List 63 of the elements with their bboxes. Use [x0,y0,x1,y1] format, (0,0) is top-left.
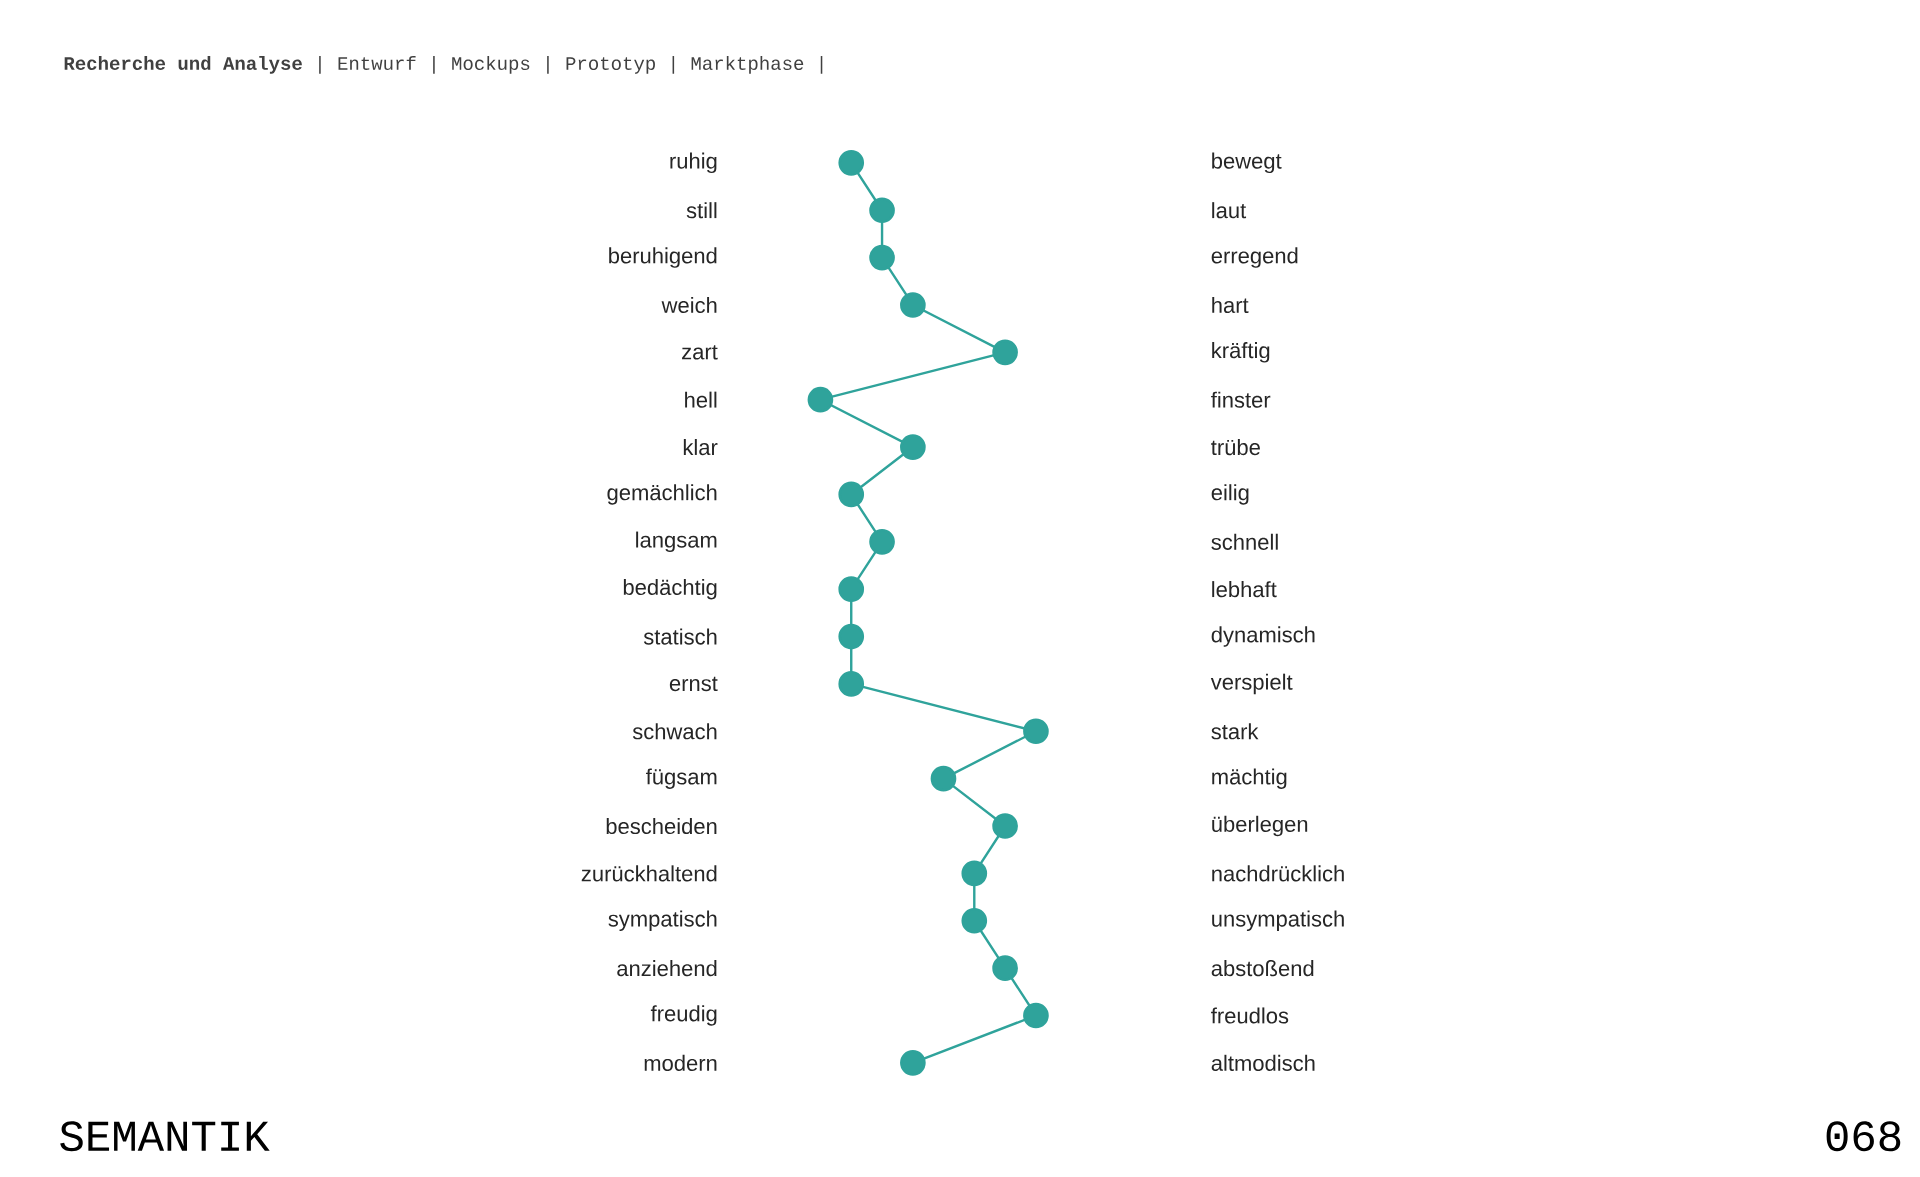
text: 068 [1826,1121,1901,1152]
point [992,813,1018,839]
y2-tick-label: nachdrücklich [1212,865,1344,882]
point [838,671,865,697]
point [838,576,865,603]
y2-tick-label: verspielt [1210,673,1293,695]
point [869,244,895,271]
y2-tick-label: kräftig [1212,342,1270,363]
point [1023,1002,1049,1029]
y2-tick-label: bewegt [1212,152,1282,174]
point [1023,718,1049,745]
y2-tick-label: finster [1211,391,1271,408]
y-tick-label: beruhigend [609,247,717,268]
y2-tick-label: altmodisch [1211,1054,1315,1072]
y-tick-label: bescheiden [606,818,717,835]
y-tick-label: hell [685,391,717,408]
y-tick-label: still [686,202,717,219]
y-tick-label: zurückhaltend [581,865,717,882]
y-tick-label: zart [682,345,718,360]
y-tick-label: bedächtig [623,579,717,600]
point [961,908,988,934]
point [869,197,895,224]
point [900,292,926,318]
y2-tick-label: überlegen [1212,815,1308,837]
y2-tick-label: eilig [1211,484,1249,505]
point [900,1050,926,1076]
y2-tick-label: dynamisch [1211,626,1315,647]
point [992,339,1018,366]
y2-tick-label: mächtig [1212,768,1287,790]
text: Recherche und Analyse | Entwurf | Mockups | Prototyp | Marktphase | [64,56,823,74]
point [807,387,834,413]
y-tick-label: freudig [650,1005,717,1026]
y2-tick-label: erregend [1211,247,1298,268]
y-tick-label: anziehend [617,960,717,977]
y-tick-label: statisch [643,628,717,645]
y-tick-label: ernst [669,676,718,692]
y2-tick-label: freudlos [1211,1007,1289,1024]
y-tick-label: sympatisch [608,910,717,932]
y-tick-label: langsam [636,531,717,553]
point [900,434,926,461]
y2-tick-label: schnell [1211,533,1278,551]
point [838,150,865,176]
point [992,955,1018,982]
y2-tick-label: trübe [1211,439,1260,456]
y-tick-label: fügsam [646,768,717,790]
y2-tick-label: stark [1211,723,1259,740]
point [838,623,865,650]
text: SEMANTIK [60,1121,270,1152]
y2-tick-label: unsympatisch [1212,910,1344,932]
y-tick-label: weich [661,297,717,314]
y-tick-label: gemächlich [607,484,717,505]
y-tick-label: modern [644,1054,717,1072]
y-tick-label: schwach [632,723,717,740]
y2-tick-label: laut [1212,202,1247,219]
y2-tick-label: hart [1212,297,1249,314]
point [869,529,895,555]
point [838,481,865,508]
point [930,765,957,792]
y2-tick-label: abstoßend [1211,960,1314,977]
y-tick-label: ruhig [670,152,717,174]
point [961,860,988,887]
y2-tick-label: lebhaft [1212,581,1277,598]
y-tick-label: klar [683,439,718,456]
